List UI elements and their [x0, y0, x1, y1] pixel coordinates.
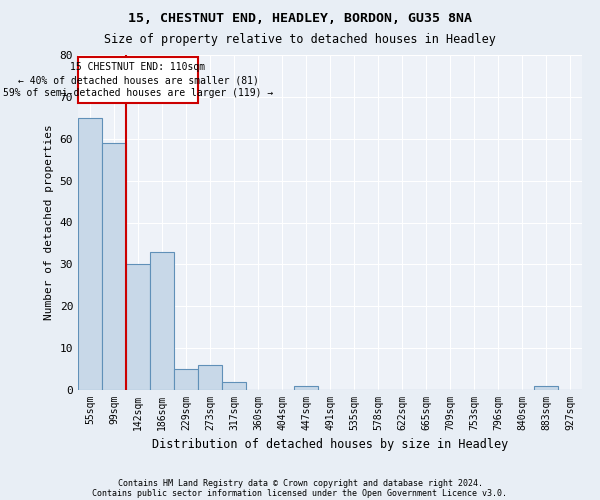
Bar	[102, 143, 126, 390]
Y-axis label: Number of detached properties: Number of detached properties	[44, 124, 54, 320]
Text: 15, CHESTNUT END, HEADLEY, BORDON, GU35 8NA: 15, CHESTNUT END, HEADLEY, BORDON, GU35 …	[128, 12, 472, 26]
X-axis label: Distribution of detached houses by size in Headley: Distribution of detached houses by size …	[152, 438, 508, 452]
Bar	[78, 57, 198, 103]
Bar	[150, 252, 174, 390]
Bar	[294, 386, 318, 390]
Bar	[534, 386, 558, 390]
Text: 15 CHESTNUT END: 110sqm: 15 CHESTNUT END: 110sqm	[70, 62, 206, 72]
Bar	[198, 365, 222, 390]
Text: Contains HM Land Registry data © Crown copyright and database right 2024.: Contains HM Land Registry data © Crown c…	[118, 478, 482, 488]
Text: Size of property relative to detached houses in Headley: Size of property relative to detached ho…	[104, 32, 496, 46]
Bar	[78, 118, 102, 390]
Bar	[222, 382, 246, 390]
Bar	[174, 369, 198, 390]
Text: Contains public sector information licensed under the Open Government Licence v3: Contains public sector information licen…	[92, 488, 508, 498]
Text: 59% of semi-detached houses are larger (119) →: 59% of semi-detached houses are larger (…	[3, 88, 273, 99]
Bar	[126, 264, 150, 390]
Text: ← 40% of detached houses are smaller (81): ← 40% of detached houses are smaller (81…	[17, 76, 259, 86]
